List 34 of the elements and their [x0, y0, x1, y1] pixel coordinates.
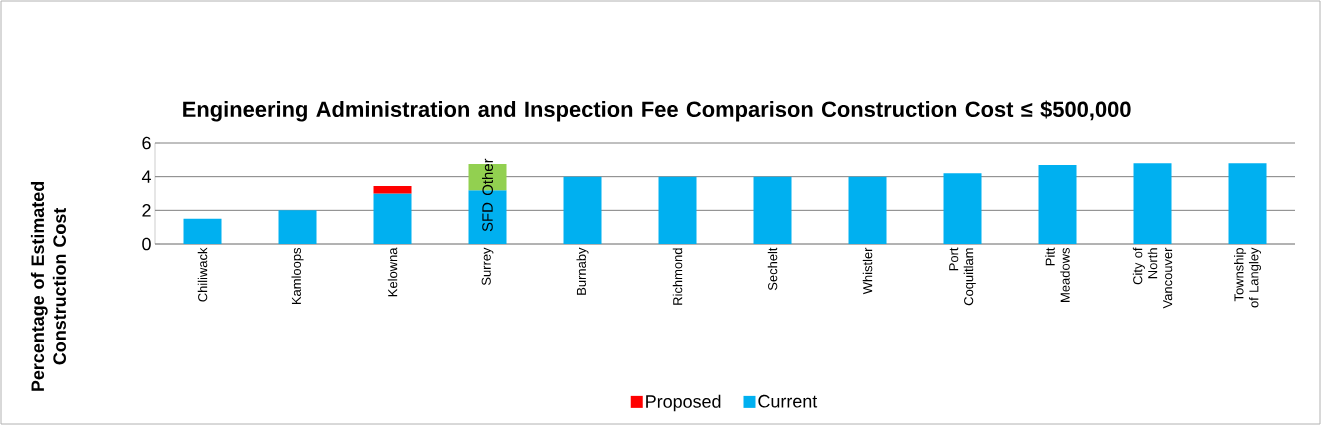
bar — [278, 210, 317, 244]
x-tick-label: Township of Langley — [1234, 247, 1262, 308]
legend-label: Proposed — [646, 394, 721, 412]
bar — [848, 176, 887, 244]
x-tick-label: Surrey — [481, 247, 494, 286]
y-tick-label: 6 — [142, 136, 151, 150]
x-tick-label: Pitt Meadows — [1045, 247, 1070, 302]
bar — [183, 218, 222, 244]
x-tick-label: Port Coquitlam — [949, 247, 976, 306]
legend-label: Current — [758, 394, 818, 408]
x-tick-label: Whistler — [862, 247, 873, 295]
bar — [658, 176, 697, 244]
y-axis-title: Percentage of Estimated Construction Cost — [30, 181, 66, 391]
x-tick-label: City of North Vancouver — [1132, 247, 1173, 309]
bar — [753, 176, 792, 244]
x-tick-label: Burnaby — [576, 247, 589, 295]
y-tick-label: 4 — [141, 170, 151, 183]
bar — [563, 176, 602, 244]
x-tick-label: Richmond — [672, 248, 683, 305]
x-tick-label: Kelowna — [387, 247, 398, 297]
y-tick-label: 2 — [142, 204, 151, 217]
annotation: SFD — [482, 202, 493, 232]
bar — [943, 173, 982, 244]
x-tick-label: Sechelt — [767, 247, 778, 291]
x-tick-label: Kamloops — [291, 247, 304, 305]
bar — [373, 193, 412, 244]
bar — [1133, 163, 1172, 244]
bar — [1228, 163, 1267, 244]
annotation: Other — [482, 158, 493, 196]
bar — [1038, 164, 1077, 244]
y-tick-label: 0 — [142, 237, 151, 251]
bar — [373, 185, 412, 194]
chart-title: Engineering Administration and Inspection Fee Comparison Construction Cost ≤ $500,000 — [183, 100, 1131, 122]
x-tick-label: Chiliwack — [197, 247, 208, 302]
